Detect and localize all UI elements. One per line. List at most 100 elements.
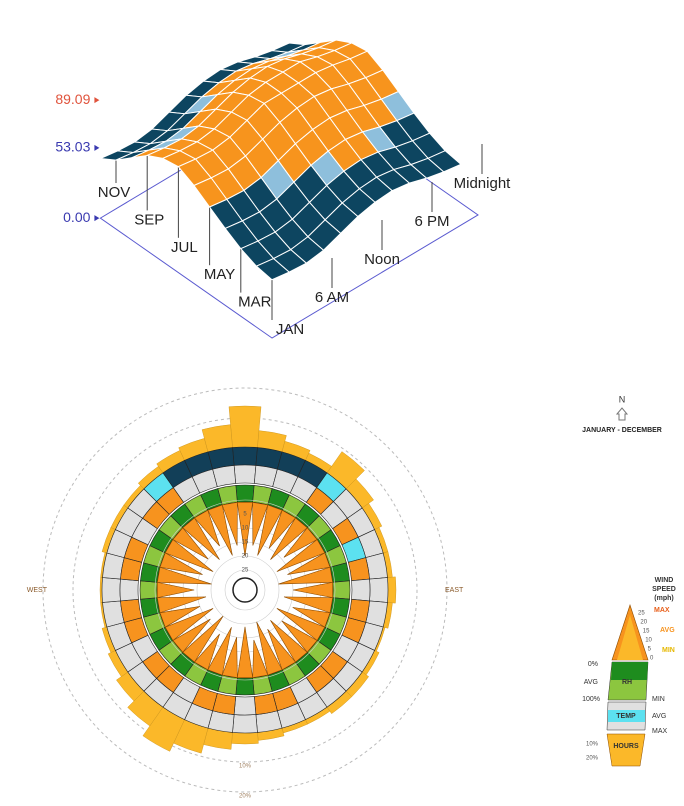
speed-spike [221,501,238,546]
speed-spike [276,608,326,641]
speed-spike [283,596,334,614]
speed-tick-label: 25 [242,568,249,574]
ring-segment [351,578,371,602]
legend-min: MIN [662,647,675,654]
speed-spike [207,627,232,676]
speed-spike [172,618,211,653]
legend-rh-dark [611,662,648,680]
legend-temp-min: MIN [652,696,665,703]
hours-tick-label: 10% [239,764,252,770]
legend-rh-high: 100% [582,696,600,703]
speed-spike [157,581,195,599]
speed-spike [292,581,333,599]
legend-title: (mph) [654,595,673,602]
month-label: MAR [238,294,272,311]
month-label: NOV [98,184,131,201]
legend-rh-low: 0% [588,661,598,668]
speed-spike [172,527,209,560]
speed-tick-label: 20 [242,554,249,560]
legend-temp-avg [608,710,645,722]
z-tick-label: 89.09 [55,91,90,107]
legend-hours-label: 10% [586,742,599,748]
ring-segment [232,714,258,734]
month-label: MAY [204,266,235,283]
west-label: WEST [27,587,48,594]
speed-spike [164,539,214,572]
hour-label: 6 PM [414,213,449,230]
hours-tick-label: 20% [239,794,252,800]
surface-cell [255,257,291,281]
legend-speed-label: 25 [638,611,645,617]
legend-temp-avg: AVG [652,713,666,720]
hours-bar [228,405,262,449]
z-tick-mark [94,97,100,104]
speed-spike [221,637,238,679]
center-circle [232,577,258,603]
speed-grid [154,499,336,681]
speed-spike [256,621,283,676]
speed-tick-label: 5 [243,512,247,518]
speed-spike [270,620,308,663]
hour-label: Midnight [454,175,512,192]
legend-hours-label: 20% [586,756,599,762]
month-label: JAN [276,321,304,338]
speed-spike [257,504,283,556]
hours-bar [231,731,259,745]
legend-avg: AVG [660,627,675,634]
legend-wind-min [617,615,643,660]
z-tick-label: 53.03 [55,139,90,155]
legend-max: MAX [654,607,670,614]
speed-spike [236,626,254,678]
legend-rh-avg: AVG [584,679,598,686]
speed-spike [267,628,296,671]
north-label: N [619,394,626,404]
ring-segment [101,577,121,603]
north-arrow [615,407,629,421]
speed-spike [159,606,201,628]
speed-spike [283,527,318,558]
ring-segment [233,696,257,716]
ring-segment [212,465,236,488]
legend-temp: TEMP [616,713,636,720]
speed-grid [224,569,266,611]
speed-tick-label: 15 [242,540,249,546]
speed-spike [252,501,269,546]
speed-spike [194,633,220,671]
speed-spike [194,509,220,547]
legend-hours [606,733,646,767]
legend-temp-max: MAX [652,728,668,735]
month-label: JUL [171,239,198,256]
speed-spike [252,639,269,679]
speed-tick-label: 10 [242,526,249,532]
ring-segment [369,577,389,603]
hour-label: Noon [364,251,400,268]
speed-spike [281,620,318,653]
speed-spike [292,607,331,628]
month-label: SEP [134,211,164,228]
hours-grid [42,387,448,793]
z-tick-mark [94,215,100,222]
legend-speed-label: 10 [645,638,652,644]
east-label: EAST [445,587,464,594]
speed-spike [270,517,308,560]
wheel-title: JANUARY - DECEMBER [582,427,662,434]
speed-spike [159,552,203,575]
speed-spike [182,615,224,663]
speed-spike [156,596,207,614]
legend-speed-label: 15 [643,629,650,635]
hour-label: 6 AM [315,289,349,306]
ring-segment [233,464,257,484]
legend-speed-label: 20 [640,620,647,626]
legend-speed-label: 0 [650,656,654,662]
legend-title: WIND [655,577,674,584]
speed-spike [156,566,212,585]
legend-title: SPEED [652,586,676,593]
ring-segment [232,446,258,466]
z-tick-mark [94,144,100,151]
z-tick-label: 0.00 [63,209,90,225]
ring-segment [119,578,139,602]
speed-spike [164,608,214,641]
speed-spike [236,502,254,557]
speed-spike [278,566,334,585]
